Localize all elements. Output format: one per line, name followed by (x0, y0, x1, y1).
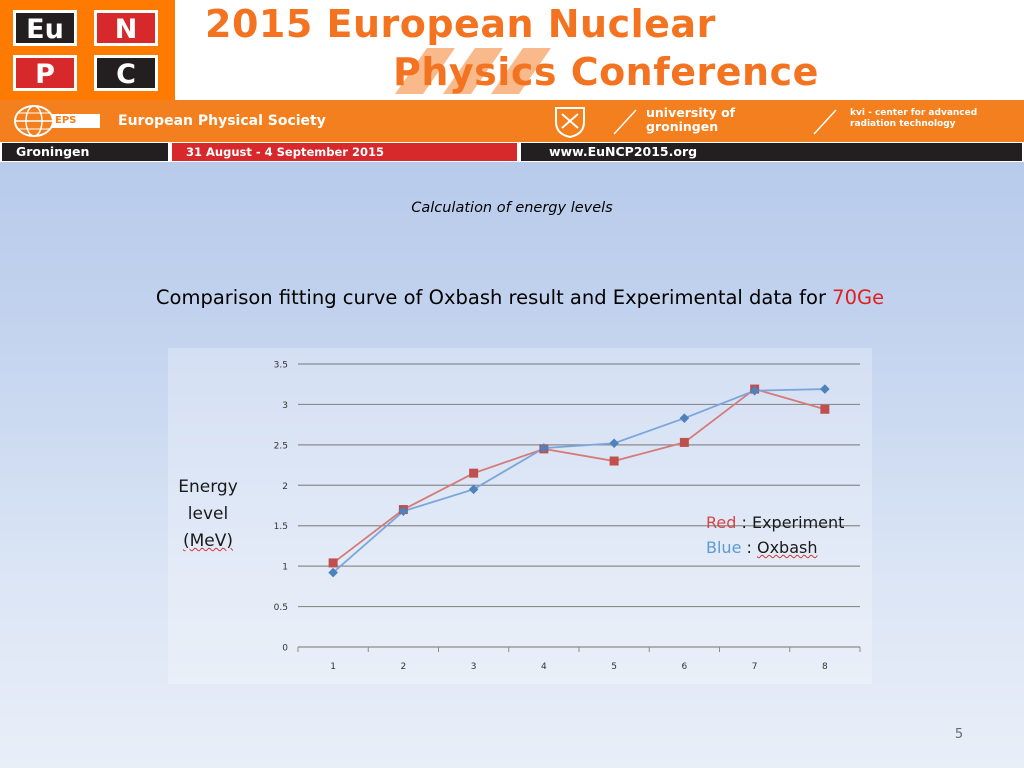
y-tick-label-0: 0 (282, 644, 288, 654)
point-experiment-8 (820, 404, 830, 414)
series-line-experiment (332, 388, 826, 564)
x-tick-label-3: 4 (541, 662, 547, 672)
point-oxbash-6 (679, 413, 690, 423)
y-axis-label-line-2: level (187, 504, 229, 524)
chart-gridlines (297, 363, 861, 652)
slide-heading: Comparison fitting curve of Oxbash resul… (0, 286, 1024, 309)
info-url: www.EuNCP2015.org (521, 143, 1022, 161)
euncp-logo: Eu N P C (0, 0, 175, 100)
logo-cell-p: P (13, 55, 77, 91)
chart-series-markers (328, 384, 830, 578)
point-oxbash-7 (749, 385, 760, 396)
eps-society-name: European Physical Society (118, 113, 326, 129)
x-tick-label-2: 3 (471, 662, 477, 672)
chart-series-lines (332, 388, 826, 574)
chart-x-tick-labels: 1 2 3 4 5 6 7 8 (330, 662, 828, 672)
y-tick-label-5: 2.5 (274, 441, 288, 451)
y-axis-label-line-1: Energy (178, 477, 238, 497)
x-tick-label-7: 8 (822, 662, 828, 672)
x-tick-label-4: 5 (611, 662, 617, 672)
y-tick-label-3: 1.5 (274, 522, 288, 532)
y-tick-label-4: 2 (282, 482, 288, 492)
university-name: university of groningen (646, 105, 736, 134)
point-experiment-6 (679, 437, 689, 447)
divider-slash-1 (613, 109, 637, 135)
legend-name-experiment: Experiment (751, 513, 845, 532)
y-axis-label-line-3: (MeV) (182, 531, 234, 551)
logo-cell-c: C (94, 55, 158, 91)
y-tick-label-7: 3.5 (274, 361, 288, 371)
slide-heading-nucleus: 70Ge (832, 286, 885, 309)
organizers-bar: EPS European Physical Society university… (0, 100, 1024, 142)
y-tick-label-1: 0.5 (274, 603, 288, 613)
point-experiment-5 (609, 456, 619, 466)
stripes-graphic (395, 48, 551, 94)
logo-cell-eu: Eu (13, 10, 77, 46)
point-experiment-1 (328, 558, 338, 568)
eps-globe-icon (14, 105, 100, 137)
point-oxbash-8 (820, 384, 830, 394)
legend-sep-1: : (736, 513, 752, 532)
legend-sep-2: : (741, 538, 757, 557)
page-number: 5 (954, 727, 964, 742)
energy-level-chart: 0 0.5 1 1.5 2 2.5 3 3.5 1 2 3 4 5 6 7 8 (168, 348, 872, 684)
y-tick-label-6: 3 (282, 401, 288, 411)
legend-color-word-red: Red (706, 513, 737, 532)
kvi-name: kvi - center for advanced radiation tech… (850, 108, 978, 129)
chart-y-tick-labels: 0 0.5 1 1.5 2 2.5 3 3.5 (274, 361, 289, 654)
x-tick-label-6: 7 (752, 662, 758, 672)
divider-slash-2 (813, 109, 837, 135)
banner-title-line2: Physics Conference (393, 50, 819, 94)
groningen-crest-icon (555, 107, 585, 138)
banner-title-line1: 2015 European Nuclear (205, 2, 716, 46)
info-dates: 31 August - 4 September 2015 (172, 143, 517, 161)
x-tick-label-0: 1 (330, 662, 336, 672)
slide-subtitle: Calculation of energy levels (411, 200, 613, 216)
point-oxbash-2 (398, 506, 409, 516)
conference-banner: Eu N P C 2015 European Nuclear Physics C… (0, 0, 1024, 162)
slide-heading-text: Comparison fitting curve of Oxbash resul… (155, 286, 833, 309)
x-tick-label-5: 6 (682, 662, 688, 672)
banner-title-area: 2015 European Nuclear Physics Conference (175, 0, 1024, 100)
info-city: Groningen (2, 143, 168, 161)
point-experiment-3 (469, 468, 479, 478)
series-line-oxbash (332, 388, 825, 574)
chart-legend: Red : Experiment Blue : Oxbash (706, 510, 844, 560)
legend-name-oxbash: Oxbash (756, 538, 818, 557)
logo-cell-n: N (94, 10, 158, 46)
legend-entry-experiment: Red : Experiment (706, 510, 844, 535)
y-tick-label-2: 1 (282, 563, 288, 573)
info-bar: Groningen 31 August - 4 September 2015 w… (0, 142, 1024, 162)
legend-entry-oxbash: Blue : Oxbash (706, 535, 844, 560)
chart-y-axis-label: Energy level (MeV) (170, 474, 246, 555)
legend-color-word-blue: Blue (706, 538, 742, 557)
eps-badge: EPS (55, 115, 77, 126)
point-oxbash-1 (328, 567, 338, 578)
point-oxbash-3 (468, 484, 479, 495)
x-tick-label-1: 2 (401, 662, 407, 672)
